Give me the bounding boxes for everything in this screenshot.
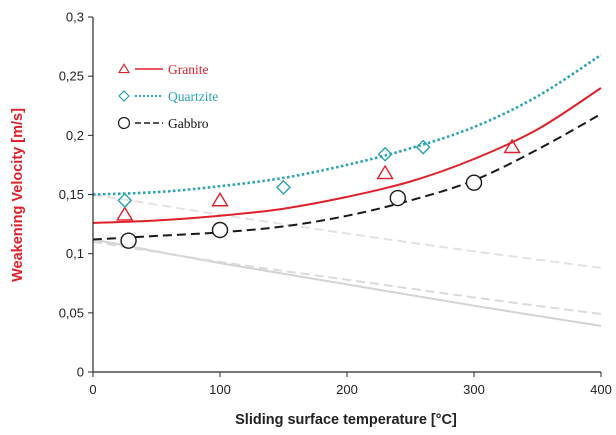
granite-marker-3 [376,164,394,180]
x-axis-title: Sliding surface temperature [°C] [235,412,457,428]
gabbro-marker-3 [389,189,406,207]
axes [88,16,602,377]
fit-curves [92,53,602,241]
granite-marker-2 [211,191,229,207]
y-tick-label: 0 [77,365,84,380]
background-curve-2 [92,238,602,327]
quartzite-marker-3 [377,146,393,162]
gabbro-marker-2 [211,221,229,239]
gabbro-fit-line [92,113,602,241]
x-tick-label: 100 [209,382,231,397]
tick-labels: 0 100 200 300 400 0 0,05 0,1 0,15 0,2 0,25 0,3 [59,10,612,398]
y-tick-label: 0,05 [59,305,84,320]
quartzite-marker-2 [276,179,291,195]
granite-fit-line [92,87,602,224]
gabbro-marker-4 [465,174,483,191]
y-tick-label: 0,2 [66,128,84,143]
background-curves [92,193,602,327]
quartzite-marker-1 [117,192,133,208]
y-tick-label: 0,25 [59,69,84,84]
granite-marker-1 [116,206,134,221]
legend-gabbro-marker [117,116,131,130]
quartzite-marker-4 [415,139,431,155]
y-axis-title: Weakening Velocity [m/s] [10,108,26,282]
legend-gabbro-label: Gabbro [168,116,209,131]
x-tick-label: 0 [89,382,96,397]
legend-quartzite-label: Quartzite [168,89,218,104]
y-tick-label: 0,1 [66,246,84,261]
legend: Granite Quartzite Gabbro [117,62,218,131]
y-tick-label: 0,15 [59,187,84,202]
data-markers [116,138,521,249]
y-tick-label: 0,3 [66,10,84,25]
gabbro-marker-1 [120,232,137,249]
background-curve-3 [92,240,602,315]
legend-granite-label: Granite [168,62,208,77]
x-tick-label: 200 [336,382,358,397]
background-curve-1 [92,193,602,269]
x-tick-label: 300 [463,382,485,397]
granite-marker-4 [503,138,521,154]
x-tick-label: 400 [590,382,612,397]
quartzite-fit-line [92,53,602,196]
legend-granite-marker [117,63,131,74]
legend-quartzite-marker [118,90,130,102]
